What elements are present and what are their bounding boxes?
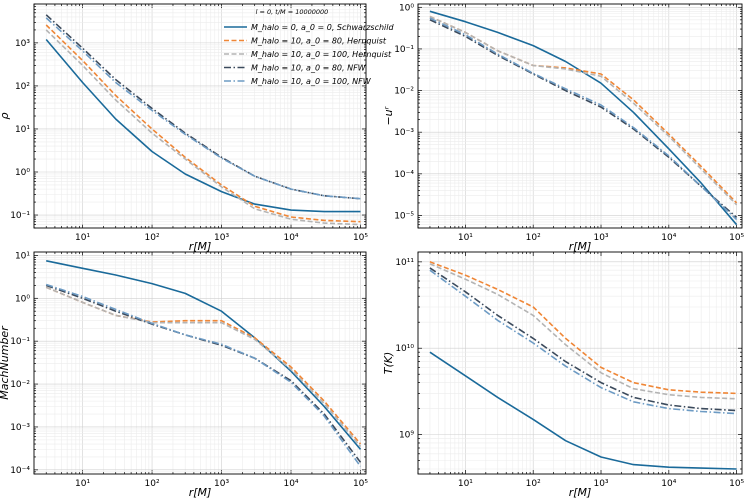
y-tick-label: 10² xyxy=(15,82,30,92)
y-tick-label: 10⁻² xyxy=(394,87,414,97)
x-axis-label: r[M] xyxy=(189,486,212,499)
series-line-4 xyxy=(45,14,361,200)
plot-frame xyxy=(33,3,367,229)
legend-label-3: M_halo = 10, a_0 = 100, Hernquist xyxy=(251,50,392,59)
y-tick-label: 10⁻⁵ xyxy=(394,211,414,221)
x-tick-label: 10² xyxy=(526,479,541,489)
y-tick-label: 10¹ xyxy=(15,125,30,135)
plot-frame xyxy=(417,251,743,475)
y-tick-label: 10⁻¹ xyxy=(10,337,30,347)
series-line-5 xyxy=(45,283,362,467)
y-tick-label: 10¹⁰ xyxy=(395,344,414,354)
y-tick-label: 10⁰ xyxy=(399,3,414,13)
x-tick-label: 10³ xyxy=(593,233,608,243)
x-tick-label: 10² xyxy=(526,233,541,243)
legend-label-1: M_halo = 0, a_0 = 0, Schwarzschild xyxy=(251,23,394,32)
series-line-2 xyxy=(45,286,362,445)
series-line-3 xyxy=(429,15,738,206)
y-axis-label: ρ xyxy=(0,112,11,119)
y-tick-label: 10³ xyxy=(15,39,30,49)
series-line-3 xyxy=(45,29,361,226)
legend-label-4: M_halo = 10, a_0 = 80, NFW xyxy=(251,64,367,73)
x-tick-label: 10¹ xyxy=(75,479,90,489)
y-tick-label: 10⁻¹ xyxy=(394,45,414,55)
y-tick-label: 10⁻¹ xyxy=(10,211,30,221)
y-tick-label: 10¹ xyxy=(15,251,30,261)
x-tick-label: 10⁴ xyxy=(661,479,676,489)
y-axis-label: T(K) xyxy=(382,352,395,375)
y-tick-label: 10⁻² xyxy=(10,380,30,390)
series-line-5 xyxy=(45,17,361,200)
legend-title: l = 0, t/M = 10000000 xyxy=(256,8,329,16)
x-tick-label: 10² xyxy=(145,233,160,243)
panel-2: 10¹ 10² 10³ 10⁴ 10⁵ 10⁻⁵ 10⁻⁴ 10⁻³ 10⁻² 10⁻¹ 10⁰ r[… xyxy=(382,3,745,253)
series-line-3 xyxy=(45,286,362,448)
legend: l = 0, t/M = 10000000 M_halo = 0, a_0 = 0… xyxy=(224,8,394,86)
x-tick-label: 10³ xyxy=(214,233,229,243)
series-line-2 xyxy=(429,261,737,395)
y-tick-label: 10⁰ xyxy=(15,168,30,178)
x-axis-label: r[M] xyxy=(569,486,592,499)
plot-frame xyxy=(33,251,367,475)
legend-label-2: M_halo = 10, a_0 = 80, Hernquist xyxy=(251,37,387,46)
y-tick-label: 10⁻³ xyxy=(10,423,30,433)
panel-3: 10¹ 10² 10³ 10⁴ 10⁵ 10⁻⁴ 10⁻³ 10⁻² 10⁻¹ 10⁰ 10¹ r[M… xyxy=(0,251,368,499)
x-tick-label: 10⁴ xyxy=(283,479,298,489)
x-tick-label: 10¹ xyxy=(75,233,90,243)
x-tick-label: 10¹ xyxy=(458,233,473,243)
plot-frame xyxy=(417,3,743,229)
series-line-1 xyxy=(46,260,362,450)
y-tick-label: 10⁻⁴ xyxy=(10,466,30,476)
series-line-1 xyxy=(429,351,737,470)
x-tick-label: 10⁴ xyxy=(661,233,676,243)
x-tick-label: 10⁵ xyxy=(729,233,744,243)
series-line-1 xyxy=(429,10,738,226)
x-axis-label: r[M] xyxy=(189,240,212,253)
y-axis-label: MachNumber xyxy=(0,325,11,400)
x-tick-label: 10³ xyxy=(214,479,229,489)
y-tick-label: 10⁰ xyxy=(15,294,30,304)
x-tick-label: 10⁵ xyxy=(729,479,744,489)
y-tick-label: 10⁻⁴ xyxy=(394,170,414,180)
x-tick-label: 10³ xyxy=(593,479,608,489)
series-line-5 xyxy=(429,17,738,221)
series-line-5 xyxy=(429,269,737,415)
series-line-4 xyxy=(429,19,738,219)
series-line-3 xyxy=(429,263,737,400)
x-tick-label: 10⁵ xyxy=(353,233,368,243)
x-tick-label: 10² xyxy=(145,479,160,489)
x-tick-label: 10¹ xyxy=(458,479,473,489)
y-tick-label: 10¹¹ xyxy=(395,258,414,268)
panel-4: 10¹ 10² 10³ 10⁴ 10⁵ 10⁹ 10¹⁰ 10¹¹ r[M] T(K) xyxy=(382,251,745,499)
series-line-2 xyxy=(429,15,738,204)
series-line-4 xyxy=(45,284,362,463)
x-tick-label: 10⁴ xyxy=(283,233,298,243)
series-line-4 xyxy=(429,267,737,412)
series-line-2 xyxy=(45,24,361,223)
y-tick-label: 10⁹ xyxy=(399,431,414,441)
x-axis-label: r[M] xyxy=(569,240,592,253)
y-axis-label: −uʳ xyxy=(382,105,395,125)
series-line-1 xyxy=(45,38,361,213)
legend-label-5: M_halo = 10, a_0 = 100, NFW xyxy=(251,77,372,86)
y-tick-label: 10⁻³ xyxy=(394,128,414,138)
x-tick-label: 10⁵ xyxy=(353,479,368,489)
